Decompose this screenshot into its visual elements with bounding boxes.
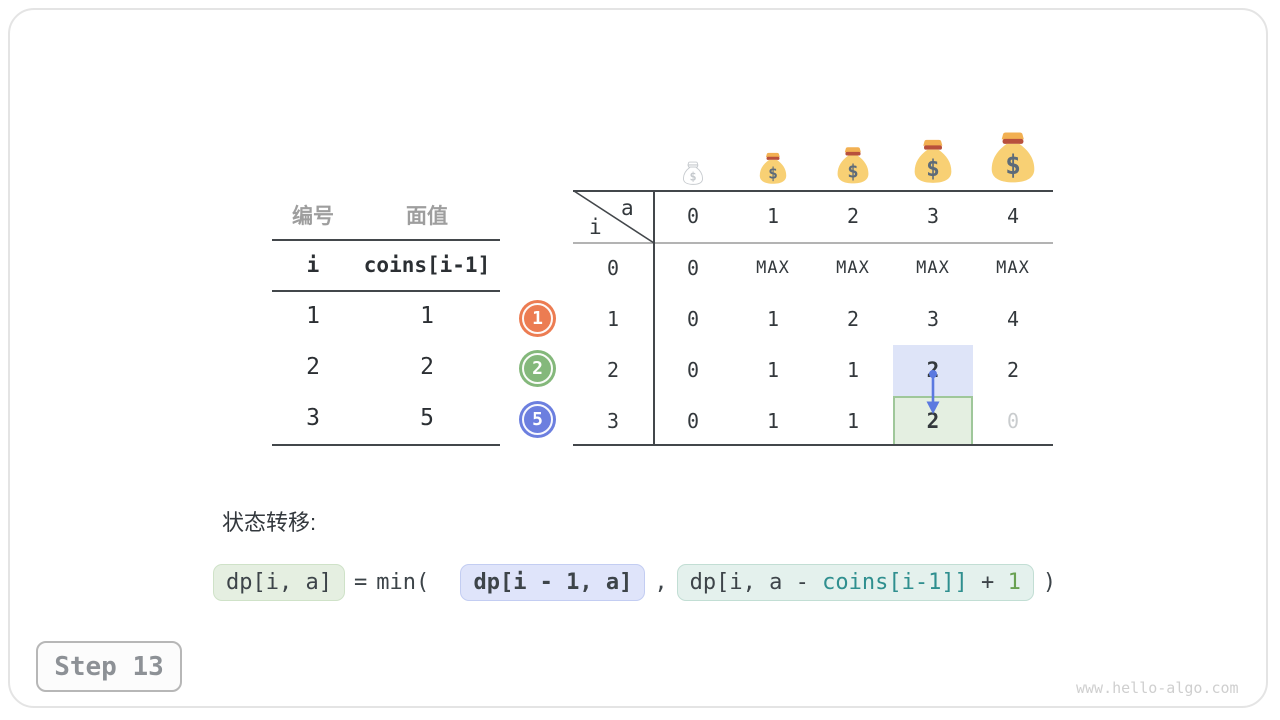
coins-row-2-value: 2	[420, 354, 434, 380]
dp-col-header: 4	[1006, 204, 1020, 228]
formula-arg2-chip: dp[i, a - coins[i-1]] + 1	[676, 563, 1034, 601]
dp-corner-label-a: a	[621, 196, 634, 220]
dp-table-vertical-line	[653, 190, 655, 446]
formula-close-paren: )	[1042, 569, 1057, 595]
formula-arg2-coins-token: coins[i-1]]	[822, 569, 968, 595]
coins-table-header-value: 面值	[406, 205, 448, 228]
formula-lhs-chip: dp[i, a]	[213, 563, 345, 601]
coins-table-line-3	[272, 444, 500, 446]
dp-cell: 0	[686, 256, 700, 280]
coins-row-3-i: 3	[306, 405, 320, 431]
coins-row-1-i: 1	[306, 303, 320, 329]
dp-col-header: 0	[686, 204, 700, 228]
formula-comma: ,	[654, 569, 668, 595]
coin-badge-5-icon: 5	[519, 401, 556, 438]
dp-table-header-line	[573, 242, 1053, 244]
dp-cell: 3	[926, 307, 940, 331]
transition-arrow-icon	[926, 370, 940, 414]
coins-table-line-2	[272, 290, 500, 292]
coins-table-var-i: i	[306, 253, 320, 277]
formula-arg1-chip: dp[i - 1, a]	[460, 563, 646, 601]
dp-cell: 0	[686, 307, 700, 331]
state-transition-formula: dp[i, a] = min( dp[i - 1, a] , dp[i, a -…	[213, 559, 1065, 605]
dp-cell: 4	[1006, 307, 1020, 331]
formula-arg2-one-token: 1	[1007, 569, 1021, 595]
coins-table-header-number: 编号	[292, 205, 334, 228]
dp-cell: 1	[846, 358, 860, 382]
dp-cell: MAX	[756, 258, 790, 278]
dp-row-header: 2	[606, 358, 620, 382]
dp-cell: MAX	[836, 258, 870, 278]
dp-col-header: 1	[766, 204, 780, 228]
state-transition-label: 状态转移:	[222, 510, 317, 535]
step-indicator: Step 13	[36, 641, 182, 692]
dp-col-header: 3	[926, 204, 940, 228]
formula-arg2-plus: +	[967, 569, 1008, 595]
dp-cell: 1	[846, 409, 860, 433]
dp-row-header: 0	[606, 256, 620, 280]
dp-cell: MAX	[996, 258, 1030, 278]
dp-cell: 0	[686, 409, 700, 433]
formula-arg2-prefix: dp[i, a -	[689, 569, 823, 595]
dp-cell: 2	[1006, 358, 1020, 382]
money-bag-medium-icon	[832, 144, 874, 186]
money-bag-empty-icon	[680, 160, 706, 186]
coins-row-3-value: 5	[420, 405, 434, 431]
dp-cell: 2	[846, 307, 860, 331]
dp-table-top-line	[573, 190, 1053, 192]
coin-badge-1-icon: 1	[519, 300, 556, 337]
dp-row-header: 3	[606, 409, 620, 433]
dp-cell-dimmed: 0	[1006, 409, 1020, 433]
coins-table-line-1	[272, 239, 500, 241]
coins-table-var-coins: coins[i-1]	[363, 253, 491, 277]
dp-table-bottom-line	[573, 444, 1053, 446]
coins-row-2-i: 2	[306, 354, 320, 380]
dp-col-header: 2	[846, 204, 860, 228]
formula-equals: =	[353, 569, 368, 595]
dp-cell: MAX	[916, 258, 950, 278]
dp-row-header: 1	[606, 307, 620, 331]
dp-corner-label-i: i	[589, 215, 602, 239]
money-bag-xlarge-icon	[984, 128, 1042, 186]
money-bag-large-icon	[908, 136, 958, 186]
coins-row-1-value: 1	[420, 303, 434, 329]
dp-table-diagonal-line	[573, 190, 655, 244]
dp-cell: 0	[686, 358, 700, 382]
formula-min-open: min(	[376, 569, 430, 595]
coin-badge-2-icon: 2	[519, 350, 556, 387]
money-bag-small-icon	[755, 150, 791, 186]
dp-cell: 1	[766, 358, 780, 382]
dp-cell: 1	[766, 307, 780, 331]
dp-cell: 1	[766, 409, 780, 433]
watermark-url: www.hello-algo.com	[1076, 679, 1239, 697]
dp-cell-target: 2	[926, 409, 940, 433]
